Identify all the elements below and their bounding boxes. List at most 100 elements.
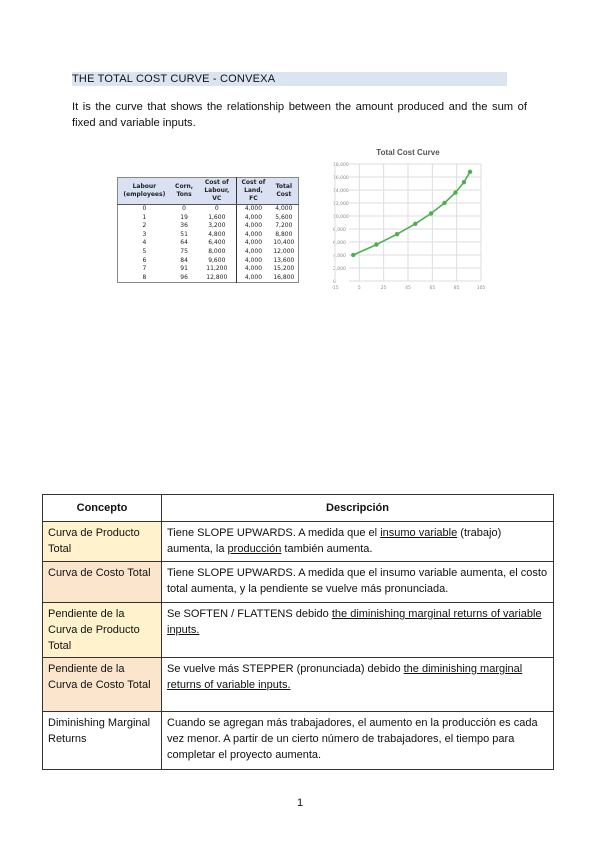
table-cell: 10,400 — [273, 239, 295, 247]
table-cell: 12,000 — [273, 247, 295, 255]
table-cell: 12,800 — [206, 273, 228, 281]
col-header: Cost of Labour, VC — [197, 177, 237, 205]
col-header-concepto: Concepto — [42, 494, 162, 522]
table-cell: 15,200 — [273, 265, 295, 273]
underlined-text: the diminishing marginal returns of vari… — [167, 663, 523, 691]
text-segment: (trabajo) aumenta, la — [167, 527, 502, 555]
cost-data-table: Labour (employees) Corn, Tons Cost of La… — [117, 177, 299, 284]
table-cell: 3 — [142, 230, 147, 238]
table-cell: 7,200 — [275, 222, 293, 230]
col-header: Cost of Land, FC — [236, 177, 270, 205]
section-heading: THE TOTAL COST CURVE - CONVEXA — [72, 72, 507, 86]
text-segment: Se vuelve más STEPPER (pronunciada) debi… — [167, 663, 404, 675]
table-cell: 4 — [142, 239, 147, 247]
table-cell: 7 — [142, 265, 147, 273]
description-cell: Se SOFTEN / FLATTENS debido the diminish… — [161, 602, 554, 658]
table-cell: 6 — [142, 256, 147, 264]
table-cell: 3,200 — [208, 222, 226, 230]
text-segment: Tiene SLOPE UPWARDS. A medida que el — [167, 527, 381, 539]
text-segment: Tiene SLOPE UPWARDS. A medida que el ins… — [167, 567, 548, 595]
y-tick-label: 10,000 — [333, 214, 349, 220]
table-cell: 64 — [180, 239, 188, 247]
table-cell: 1,600 — [208, 213, 226, 221]
table-row: 0 0 0 4,000 4,000 — [118, 204, 299, 214]
text-segment: también aumenta. — [281, 543, 373, 555]
table-cell: 75 — [180, 247, 188, 255]
concept-cell: Curva de Producto Total — [42, 521, 162, 562]
table-cell: 4,000 — [275, 205, 293, 212]
data-point — [413, 221, 418, 226]
table-cell: 2 — [142, 222, 147, 230]
table-cell: 6,400 — [208, 239, 226, 247]
col-header: Corn, Tons — [170, 177, 198, 205]
table-cell: 91 — [180, 265, 188, 273]
table-cell: 5,600 — [275, 213, 293, 221]
intro-paragraph: It is the curve that shows the relations… — [72, 101, 527, 129]
table-cell: 19 — [180, 213, 188, 221]
col-header: Total Cost — [269, 177, 299, 205]
x-tick-label: 5 — [358, 285, 361, 291]
table-row: 8 96 12,800 4,000 16,800 — [118, 273, 299, 283]
table-row: 1 19 1,600 4,000 5,600 — [118, 213, 299, 223]
y-tick-label: 4,000 — [333, 253, 346, 259]
text-segment: Se SOFTEN / FLATTENS debido — [167, 608, 332, 620]
y-tick-label: 6,000 — [333, 240, 346, 246]
table-row: Pendiente de la Curva de Producto Total S… — [42, 602, 554, 658]
table-cell: 4,000 — [236, 273, 270, 283]
table-cell: 11,200 — [206, 265, 228, 273]
total-cost-chart: Total Cost Curve 0 2,000 4,000 6,000 8,000 10,… — [331, 148, 486, 291]
table-cell: 84 — [180, 256, 188, 264]
table-cell: 9,600 — [208, 256, 226, 264]
table-cell: 8,800 — [275, 230, 293, 238]
table-cell: 4,000 — [236, 256, 270, 266]
description-cell: Tiene SLOPE UPWARDS. A medida que el ins… — [161, 561, 554, 603]
y-tick-label: 0 — [333, 279, 336, 285]
description-cell: Cuando se agregan más trabajadores, el a… — [161, 711, 554, 770]
table-row: Curva de Costo Total Tiene SLOPE UPWARDS.… — [42, 561, 554, 603]
x-tick-label: 45 — [405, 285, 411, 291]
table-cell: 5 — [142, 247, 147, 255]
underlined-text: the diminishing marginal returns of vari… — [167, 608, 542, 636]
table-row: 3 51 4,800 4,000 8,800 — [118, 230, 299, 240]
table-cell: 1 — [142, 213, 147, 221]
concept-cell: Pendiente de la Curva de Costo Total — [42, 657, 162, 712]
table-row: 5 75 8,000 4,000 12,000 — [118, 247, 299, 257]
text-segment: Cuando se agregan más trabajadores, el a… — [167, 717, 538, 761]
table-cell: 8,000 — [208, 247, 226, 255]
table-row: 4 64 6,400 4,000 10,400 — [118, 239, 299, 248]
table-cell: 4,000 — [236, 204, 270, 214]
y-tick-label: 12,000 — [333, 201, 349, 207]
y-tick-label: 8,000 — [333, 227, 346, 233]
concept-cell: Pendiente de la Curva de Producto Total — [42, 602, 162, 658]
table-header-row: Concepto Descripción — [42, 494, 554, 522]
table-cell: 13,600 — [273, 256, 295, 264]
table-cell: 4,000 — [236, 213, 270, 223]
data-point — [374, 242, 379, 247]
data-point — [461, 180, 467, 185]
data-point — [394, 232, 400, 237]
page-number: 1 — [296, 797, 304, 809]
x-tick-label: 105 — [477, 285, 486, 291]
table-cell: 0 — [142, 205, 147, 212]
table-row: Pendiente de la Curva de Costo Total Se v… — [42, 657, 554, 712]
table-header-row: Labour (employees) Corn, Tons Cost of La… — [117, 177, 299, 205]
underlined-text: insumo variable — [380, 527, 458, 539]
table-cell: 8 — [142, 273, 147, 281]
concepts-table: Concepto Descripción Curva de Producto T… — [42, 494, 554, 770]
table-cell: 4,000 — [236, 222, 270, 231]
y-tick-label: 18,000 — [333, 162, 349, 168]
table-row: 7 91 11,200 4,000 15,200 — [118, 265, 299, 274]
y-tick-label: 2,000 — [333, 266, 346, 272]
chart-title: Total Cost Curve — [376, 148, 440, 157]
y-tick-label: 16,000 — [333, 175, 349, 181]
x-tick-label: -15 — [331, 285, 338, 291]
table-cell: 4,800 — [208, 230, 226, 238]
col-header-descripcion: Descripción — [161, 494, 554, 522]
data-point — [453, 190, 458, 195]
table-cell: 16,800 — [273, 273, 295, 281]
data-point — [351, 252, 356, 258]
underlined-text: producción — [227, 543, 282, 555]
table-row: 2 36 3,200 4,000 7,200 — [118, 222, 299, 231]
description-cell: Tiene SLOPE UPWARDS. A medida que el ins… — [161, 521, 554, 562]
description-cell: Se vuelve más STEPPER (pronunciada) debi… — [161, 657, 554, 712]
